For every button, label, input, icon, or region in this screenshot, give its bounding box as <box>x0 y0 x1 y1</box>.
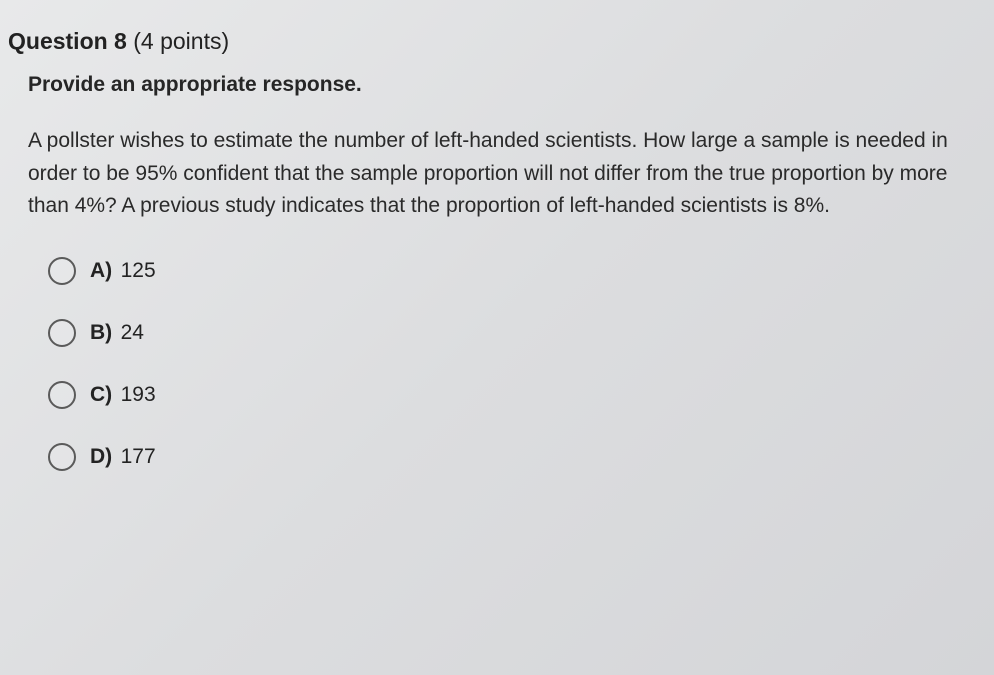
question-container: Question 8 (4 points) Provide an appropr… <box>0 0 994 535</box>
option-letter: B) <box>90 321 112 344</box>
question-number: Question 8 <box>8 28 127 54</box>
radio-icon[interactable] <box>48 443 76 471</box>
option-letter: A) <box>90 259 112 282</box>
option-value: 177 <box>121 445 156 468</box>
option-text: D) 177 <box>90 445 156 469</box>
option-a[interactable]: A) 125 <box>48 257 964 285</box>
options-list: A) 125 B) 24 C) 193 D) 177 <box>48 257 964 471</box>
question-points: (4 points) <box>133 28 229 54</box>
option-text: B) 24 <box>90 321 144 345</box>
radio-icon[interactable] <box>48 381 76 409</box>
option-b[interactable]: B) 24 <box>48 319 964 347</box>
option-letter: C) <box>90 383 112 406</box>
radio-icon[interactable] <box>48 319 76 347</box>
option-d[interactable]: D) 177 <box>48 443 964 471</box>
option-value: 125 <box>121 259 156 282</box>
question-instruction: Provide an appropriate response. <box>28 73 964 97</box>
option-value: 193 <box>121 383 156 406</box>
option-c[interactable]: C) 193 <box>48 381 964 409</box>
question-header: Question 8 (4 points) <box>8 28 964 55</box>
option-value: 24 <box>121 321 144 344</box>
option-letter: D) <box>90 445 112 468</box>
option-text: C) 193 <box>90 383 156 407</box>
option-text: A) 125 <box>90 259 156 283</box>
question-prompt: A pollster wishes to estimate the number… <box>28 125 954 223</box>
radio-icon[interactable] <box>48 257 76 285</box>
